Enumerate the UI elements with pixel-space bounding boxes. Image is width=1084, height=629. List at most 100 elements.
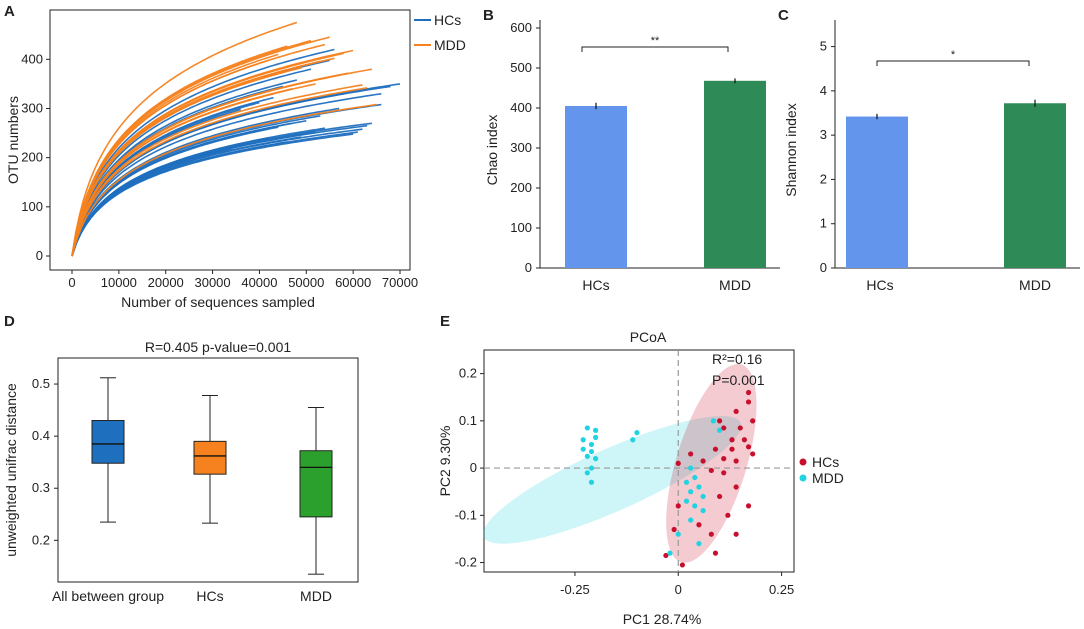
panel-letter-d: D xyxy=(4,313,15,330)
point-hcs-9 xyxy=(741,437,748,443)
point-mdd-24 xyxy=(692,503,698,509)
panel-d-xtick-mdd: MDD xyxy=(300,588,332,604)
point-mdd-21 xyxy=(688,489,694,495)
panel-c-xtick-hcs: HCs xyxy=(866,277,893,293)
point-mdd-7 xyxy=(588,448,595,455)
panel-letter-a: A xyxy=(4,3,15,20)
point-hcs-6 xyxy=(721,425,727,431)
y-tick-label-0.3: 0.3 xyxy=(32,480,50,495)
panel-letter-c: C xyxy=(778,7,789,24)
y-tick-label-5: 5 xyxy=(820,39,827,54)
point-hcs-5 xyxy=(750,418,756,424)
point-hcs-26 xyxy=(708,531,714,537)
point-mdd-27 xyxy=(675,531,681,537)
curve-hcs-12 xyxy=(71,48,335,257)
point-hcs-10 xyxy=(745,444,752,450)
y-tick-label--0.2: -0.2 xyxy=(455,555,477,570)
point-mdd-23 xyxy=(683,498,690,504)
point-hcs-24 xyxy=(725,512,731,518)
y-tick-label--0.1: -0.1 xyxy=(455,507,477,522)
panel-c-significance: * xyxy=(951,49,956,61)
curve-mdd-8 xyxy=(71,74,340,257)
panel-letter-e: E xyxy=(440,313,450,330)
point-hcs-2 xyxy=(733,408,739,415)
panel-b-chao: 0 100 200 300 400 500 600 HCs MDD Chao index *… xyxy=(484,20,780,293)
panel-b-significance: ** xyxy=(651,35,660,47)
y-tick-label-0.4: 0.4 xyxy=(32,428,50,443)
point-hcs-3 xyxy=(745,389,752,396)
panel-a-xlabel: Number of sequences sampled xyxy=(121,294,315,310)
ellipse-mdd xyxy=(483,416,742,544)
x-tick-label-20000: 20000 xyxy=(148,275,184,290)
y-tick-label-0.1: 0.1 xyxy=(459,413,477,428)
point-hcs-15 xyxy=(750,451,756,457)
point-hcs-31 xyxy=(679,562,686,568)
point-hcs-17 xyxy=(700,458,706,464)
bar-mdd xyxy=(704,80,766,268)
point-hcs-1 xyxy=(717,418,723,424)
panel-e-annotation-p: P=0.001 xyxy=(712,372,765,388)
curve-hcs-3 xyxy=(71,93,382,257)
point-mdd-19 xyxy=(683,479,690,485)
panel-d-ylabel: unweighted unifrac distance xyxy=(3,383,19,557)
curve-mdd-23 xyxy=(71,59,270,257)
point-hcs-13 xyxy=(721,456,727,462)
point-hcs-8 xyxy=(729,437,735,443)
panel-c-significance-bracket xyxy=(876,60,1030,66)
point-mdd-18 xyxy=(692,474,698,481)
panel-c-ylabel: Shannon index xyxy=(783,103,799,196)
y-tick-label-3: 3 xyxy=(820,127,827,142)
panel-e-pcoa: PCoA -0.25 0 0.25 -0.2-0.100.10.2 R²=0.16 … xyxy=(437,329,844,627)
curve-hcs-24 xyxy=(71,126,279,257)
point-mdd-3 xyxy=(593,434,599,440)
panel-b-y-ticks: 0 100 200 300 400 500 600 xyxy=(510,20,540,275)
panel-c-shannon: 0 1 2 3 4 5 HCs MDD Shannon index * xyxy=(783,20,1080,293)
point-mdd-1 xyxy=(584,425,590,431)
curve-mdd-17 xyxy=(71,21,298,257)
panel-e-xlabel: PC1 28.74% xyxy=(623,611,702,627)
y-tick-label-300: 300 xyxy=(21,101,43,116)
curve-mdd-15 xyxy=(71,61,307,257)
panel-a-x-ticks: 0 10000 20000 30000 40000 50000 60000 70000 xyxy=(68,270,418,290)
curve-mdd-1 xyxy=(71,103,377,257)
point-mdd-12 xyxy=(588,479,595,485)
point-mdd-28 xyxy=(696,541,702,547)
curve-mdd-21 xyxy=(71,53,279,257)
panel-b-significance-bracket xyxy=(581,46,729,52)
point-mdd-5 xyxy=(588,441,595,448)
panel-d-title: R=0.405 p-value=0.001 xyxy=(145,339,292,355)
curve-hcs-22 xyxy=(71,141,288,257)
y-tick-label-0: 0 xyxy=(470,460,477,475)
panel-c-y-ticks: 0 1 2 3 4 5 xyxy=(820,39,835,275)
y-tick-label-400: 400 xyxy=(510,100,532,115)
curve-hcs-20 xyxy=(71,79,298,257)
bar-hcs xyxy=(565,106,627,268)
panel-b-ylabel: Chao index xyxy=(484,115,500,186)
point-mdd-29 xyxy=(667,550,673,556)
panel-a-frame xyxy=(49,9,411,271)
y-tick-label-200: 200 xyxy=(21,150,43,165)
curve-mdd-24 xyxy=(71,77,260,257)
bar-mdd xyxy=(1004,103,1066,268)
panel-a-y-ticks: 0 100 200 300 400 xyxy=(21,51,50,263)
y-tick-label-4: 4 xyxy=(820,83,827,98)
panel-e-x-ticks: -0.25 0 0.25 xyxy=(560,572,794,597)
curve-hcs-15 xyxy=(71,115,321,257)
y-tick-label-300: 300 xyxy=(510,140,532,155)
x-tick-label-0: 0 xyxy=(675,582,682,597)
y-tick-label-400: 400 xyxy=(21,51,43,66)
x-tick-label-70000: 70000 xyxy=(382,275,418,290)
y-tick-label-2: 2 xyxy=(820,171,827,186)
point-hcs-25 xyxy=(733,531,739,537)
y-tick-label-0: 0 xyxy=(525,260,532,275)
point-hcs-20 xyxy=(721,470,727,476)
curve-mdd-25 xyxy=(71,98,251,257)
x-tick-label-10000: 10000 xyxy=(101,275,137,290)
point-hcs-18 xyxy=(675,460,681,466)
point-mdd-20 xyxy=(696,484,702,490)
point-hcs-29 xyxy=(712,550,719,556)
x-tick-label-60000: 60000 xyxy=(335,275,371,290)
panel-e-annotation-r2: R²=0.16 xyxy=(712,351,762,367)
y-tick-label-100: 100 xyxy=(21,199,43,214)
y-tick-label-0: 0 xyxy=(820,260,827,275)
